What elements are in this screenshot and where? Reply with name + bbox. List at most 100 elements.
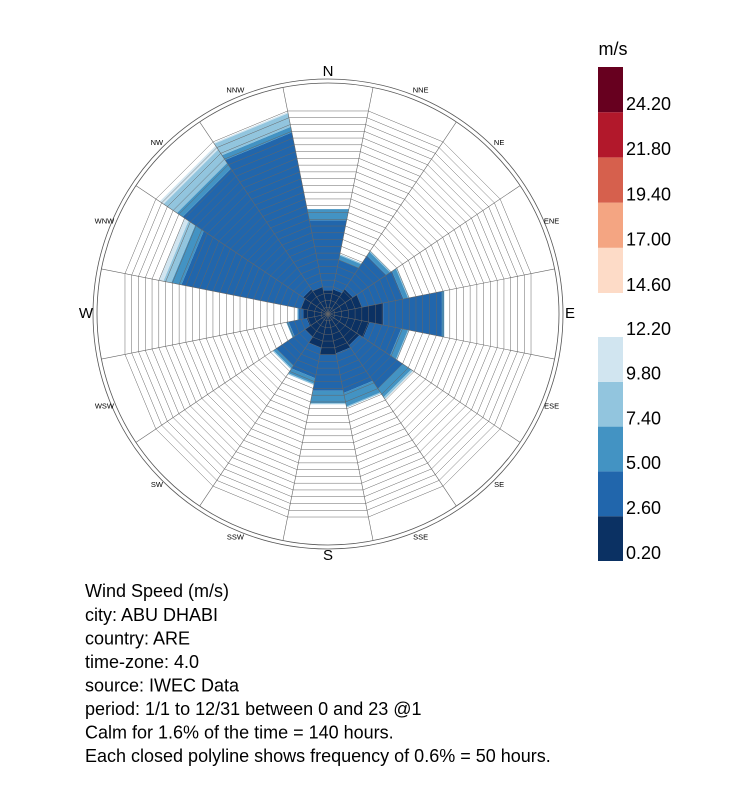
petal-segment <box>158 218 189 282</box>
petal-segment <box>214 113 291 156</box>
direction-label: NE <box>494 138 504 147</box>
outer-circle <box>96 82 560 546</box>
petal-segment <box>310 390 346 404</box>
petal-segment <box>221 126 292 161</box>
outer-circle <box>92 78 564 550</box>
radial-line <box>135 185 329 315</box>
radial-line <box>282 87 329 315</box>
petal-segment <box>383 291 442 337</box>
colorbar-tick-label: 21.80 <box>626 139 671 159</box>
colorbar-segment <box>598 67 623 113</box>
radial-line <box>101 268 329 315</box>
petal-segment <box>328 289 343 314</box>
radial-line <box>282 313 329 541</box>
petal-segment <box>309 220 347 291</box>
colorbar-tick-label: 17.00 <box>626 230 671 250</box>
petal-segment <box>163 149 228 214</box>
petal-segment <box>159 145 219 205</box>
direction-label: SE <box>494 480 504 489</box>
radial-line <box>327 268 555 315</box>
petal-segment <box>176 162 231 217</box>
petal-segment <box>181 230 306 309</box>
petal-segment <box>332 259 359 293</box>
petal-segment <box>308 314 328 348</box>
petal-segment <box>297 307 299 321</box>
petal-segment <box>182 168 312 298</box>
colorbar-tick-label: 7.40 <box>626 408 661 428</box>
petal-segment <box>213 112 289 144</box>
petal-segment <box>390 328 409 360</box>
radial-line <box>327 121 457 315</box>
colorbar-segment <box>598 381 623 427</box>
petal-segment <box>163 220 196 283</box>
petal-segment <box>287 373 315 386</box>
direction-label: S <box>323 547 333 564</box>
petal-segment <box>338 255 362 269</box>
colorbar-segment <box>598 426 623 472</box>
petal-segment <box>272 350 292 370</box>
colorbar-tick-label: 0.20 <box>626 543 661 563</box>
caption-line: period: 1/1 to 12/31 between 0 and 23 @1 <box>85 699 422 719</box>
petal-segment <box>328 314 360 346</box>
direction-label: ENE <box>544 216 559 225</box>
colorbar-tick-label: 19.40 <box>626 184 671 204</box>
direction-label: NNE <box>413 85 429 94</box>
colorbar-tick-label: 5.00 <box>626 453 661 473</box>
colorbar-segment <box>598 337 623 382</box>
petal-segment <box>273 348 294 369</box>
colorbar-tick-label: 24.20 <box>626 94 671 114</box>
petal-segment <box>328 314 370 338</box>
radial-line <box>327 313 457 507</box>
petal-segment <box>305 314 328 337</box>
radial-line <box>101 313 329 360</box>
radial-line <box>327 313 521 443</box>
colorbar-segment <box>598 112 623 158</box>
radial-line <box>199 121 329 315</box>
radial-line <box>135 313 329 443</box>
petal-segment <box>346 392 382 408</box>
direction-label: WSW <box>95 402 115 411</box>
direction-label: NW <box>151 138 164 147</box>
caption-line: city: ABU DHABI <box>85 605 218 625</box>
caption-line: source: IWEC Data <box>85 675 240 695</box>
radial-line <box>327 313 374 541</box>
petal-segment <box>343 380 381 407</box>
direction-label: NNW <box>226 85 245 94</box>
petal-segment <box>369 250 392 273</box>
caption-line: Calm for 1.6% of the time = 140 hours. <box>85 722 394 742</box>
colorbar-title: m/s <box>599 39 628 59</box>
direction-label: W <box>79 305 94 322</box>
petal-segment <box>303 289 328 314</box>
colorbar-tick-label: 12.20 <box>626 319 671 339</box>
direction-label: SSW <box>227 533 245 542</box>
colorbar-segment <box>598 202 623 248</box>
radial-line <box>327 313 555 360</box>
colorbar-segment <box>598 471 623 517</box>
petal-segment <box>307 209 349 221</box>
petal-segment <box>328 289 353 314</box>
direction-label: SSE <box>413 533 428 542</box>
petal-segment <box>339 254 362 265</box>
petal-segment <box>335 347 373 393</box>
caption-line: Each closed polyline shows frequency of … <box>85 746 551 766</box>
direction-label: ESE <box>544 402 559 411</box>
direction-label: N <box>323 63 334 80</box>
petal-segment <box>363 322 402 356</box>
caption-line: country: ARE <box>85 628 190 648</box>
petal-segment <box>306 314 328 327</box>
petal-segment <box>383 369 414 400</box>
petal-segment <box>300 298 328 314</box>
chart-title: Wind Speed (m/s) <box>85 581 229 601</box>
petal-segment <box>356 271 404 308</box>
petal-segment <box>395 329 410 360</box>
petal-segment <box>323 290 333 314</box>
colorbar-segment <box>598 247 623 293</box>
radial-line <box>327 87 374 315</box>
petal-segment <box>377 363 412 398</box>
colorbar-segment <box>598 157 623 203</box>
petal-segment <box>312 286 328 314</box>
petal-segment <box>392 268 409 299</box>
radial-line <box>327 185 521 315</box>
